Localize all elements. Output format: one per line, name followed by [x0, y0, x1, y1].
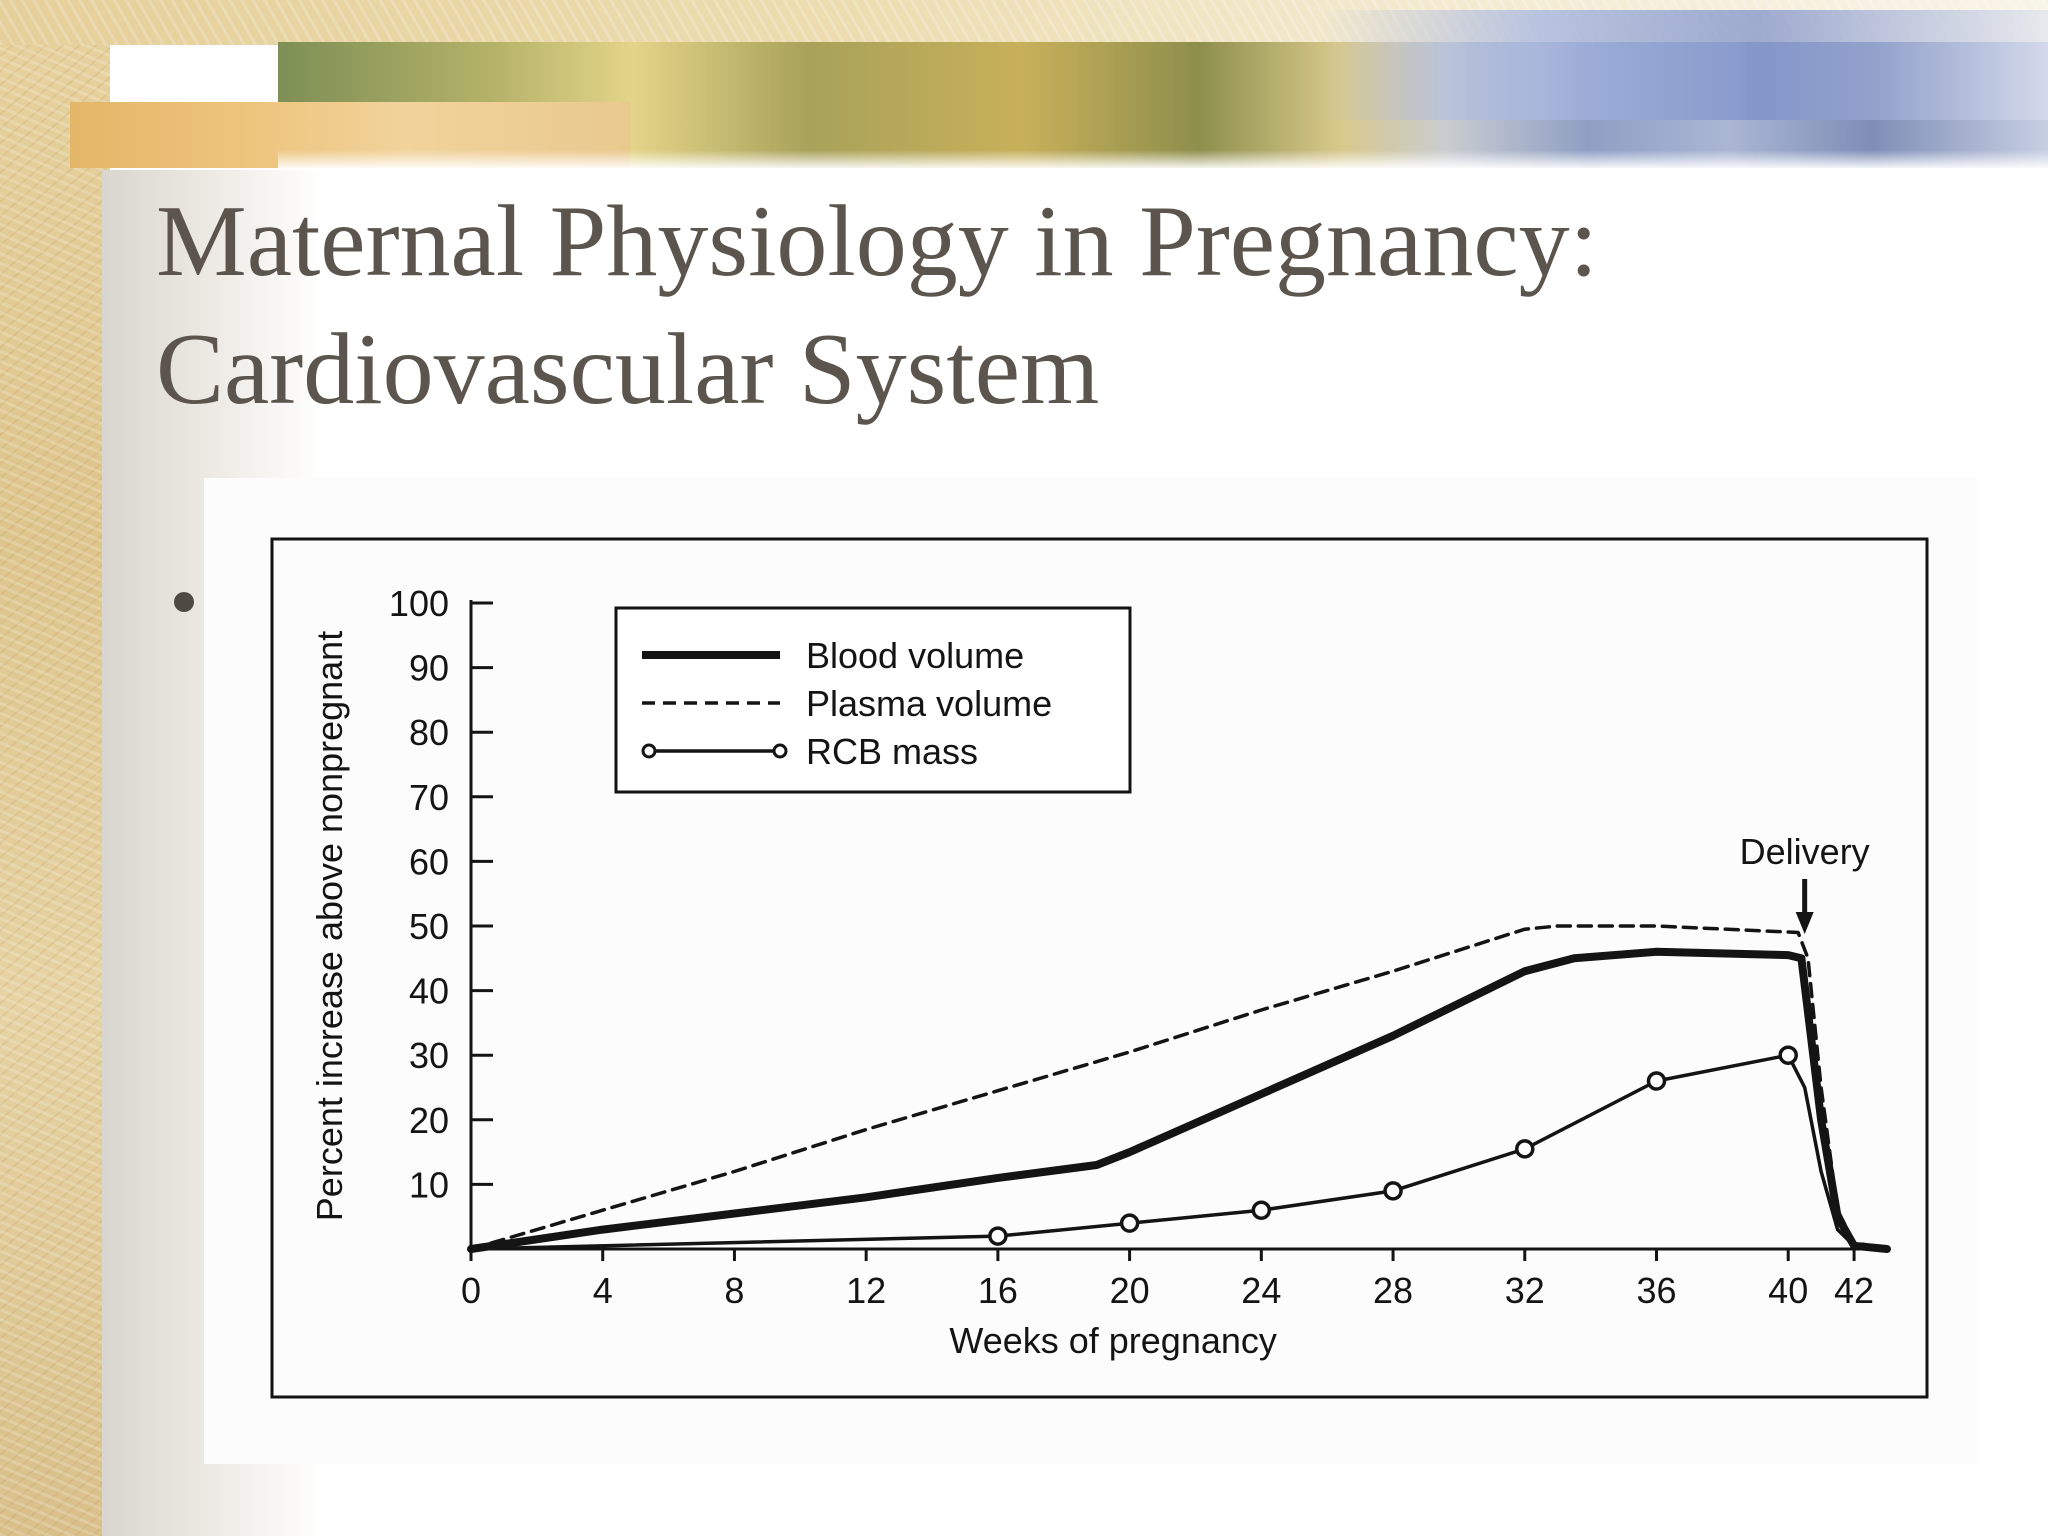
chart-frame: [270, 537, 1929, 1399]
slide-title-line-2: Cardiovascular System: [156, 313, 1100, 426]
y-tick-label: 10: [409, 1164, 449, 1205]
series-line-1: [467, 947, 1891, 1253]
slide-title: Maternal Physiology in Pregnancy: Cardio…: [156, 178, 1996, 434]
y-tick-label: 60: [409, 841, 449, 882]
y-axis-ticks: 10 20 30 40 50 60 70 80 90 100: [389, 583, 493, 1205]
y-tick-label: 90: [409, 648, 449, 689]
x-axis-label: Weeks of pregnancy: [949, 1320, 1277, 1361]
x-tick-label: 20: [1110, 1270, 1150, 1311]
bullet-icon: [174, 592, 194, 612]
legend-label: RCB mass: [806, 731, 978, 772]
chart-series: [467, 924, 1891, 1253]
x-tick-label: 16: [978, 1270, 1018, 1311]
series-point: [988, 1226, 1008, 1246]
x-tick-label: 40: [1768, 1270, 1808, 1311]
x-tick-label: 8: [724, 1270, 744, 1311]
legend-label: Blood volume: [806, 635, 1024, 676]
series-point: [1778, 1045, 1798, 1065]
y-axis-label: Percent increase above nonpregnant: [309, 631, 350, 1221]
legend-marker: [772, 743, 788, 759]
decorative-photo-highlight: [1320, 10, 2048, 120]
legend-items: Blood volume Plasma volume RCB mass: [641, 635, 1052, 772]
annotation-label: Delivery: [1740, 831, 1870, 872]
x-tick-label: 28: [1373, 1270, 1413, 1311]
legend-marker: [641, 743, 657, 759]
y-tick-label: 20: [409, 1100, 449, 1141]
chart-annotations: Delivery: [1740, 831, 1870, 934]
y-tick-label: 40: [409, 971, 449, 1012]
chart-legend: Blood volume Plasma volume RCB mass: [614, 606, 1132, 794]
banner-fade: [278, 150, 2048, 170]
y-tick-label: 70: [409, 777, 449, 818]
series-point: [1646, 1071, 1667, 1091]
background-texture: [0, 0, 110, 1536]
x-tick-label: 24: [1241, 1270, 1281, 1311]
series-line-2: [469, 924, 1889, 1251]
x-tick-label: 0: [461, 1270, 481, 1311]
x-tick-label: 42: [1834, 1270, 1874, 1311]
series-point: [1251, 1200, 1272, 1220]
legend-box: [614, 606, 1132, 794]
annotation-arrow-head: [1795, 912, 1814, 934]
x-tick-label: 12: [846, 1270, 886, 1311]
chart-panel: 10 20 30 40 50 60 70 80 90 100 0 4 8 12 16 20 24 28 32 36 4…: [204, 478, 1978, 1464]
y-tick-label: 50: [409, 906, 449, 947]
y-tick-label: 100: [389, 583, 449, 624]
x-tick-label: 32: [1505, 1270, 1545, 1311]
series-point: [1515, 1139, 1535, 1159]
y-tick-label: 30: [409, 1035, 449, 1076]
y-tick-label: 80: [409, 712, 449, 753]
x-axis-ticks: 0 4 8 12 16 20 24 28 32 36 40 42: [461, 1249, 1874, 1311]
x-tick-label: 4: [593, 1270, 613, 1311]
series-point: [1383, 1181, 1403, 1201]
series-point: [1119, 1213, 1140, 1233]
legend-label: Plasma volume: [806, 683, 1052, 724]
slide-title-line-1: Maternal Physiology in Pregnancy:: [156, 185, 1598, 298]
x-tick-label: 36: [1636, 1270, 1676, 1311]
chart-axes: 10 20 30 40 50 60 70 80 90 100 0 4 8 12 16 20 24 28 32 36 4…: [389, 583, 1887, 1311]
line-chart: 10 20 30 40 50 60 70 80 90 100 0 4 8 12 16 20 24 28 32 36 4…: [270, 537, 1929, 1399]
